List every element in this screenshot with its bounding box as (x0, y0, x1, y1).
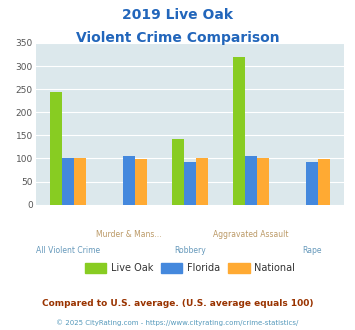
Text: Murder & Mans...: Murder & Mans... (96, 230, 162, 239)
Bar (62, 158, 74, 205)
Text: © 2025 CityRating.com - https://www.cityrating.com/crime-statistics/: © 2025 CityRating.com - https://www.city… (56, 319, 299, 326)
Bar (245, 156, 257, 205)
Bar (196, 158, 208, 205)
Bar (123, 156, 135, 205)
Text: Rape: Rape (302, 246, 322, 255)
Bar (257, 158, 269, 205)
Text: Compared to U.S. average. (U.S. average equals 100): Compared to U.S. average. (U.S. average … (42, 299, 313, 308)
Text: Robbery: Robbery (174, 246, 206, 255)
Bar (233, 57, 245, 205)
Legend: Live Oak, Florida, National: Live Oak, Florida, National (81, 260, 299, 277)
Bar (184, 162, 196, 205)
Bar (171, 139, 184, 205)
Text: 2019 Live Oak: 2019 Live Oak (122, 8, 233, 22)
Bar (50, 92, 62, 205)
Text: All Violent Crime: All Violent Crime (36, 246, 100, 255)
Bar (74, 158, 86, 205)
Text: Aggravated Assault: Aggravated Assault (213, 230, 289, 239)
Bar (306, 162, 318, 205)
Bar (318, 159, 330, 205)
Bar (135, 159, 147, 205)
Text: Violent Crime Comparison: Violent Crime Comparison (76, 31, 279, 45)
